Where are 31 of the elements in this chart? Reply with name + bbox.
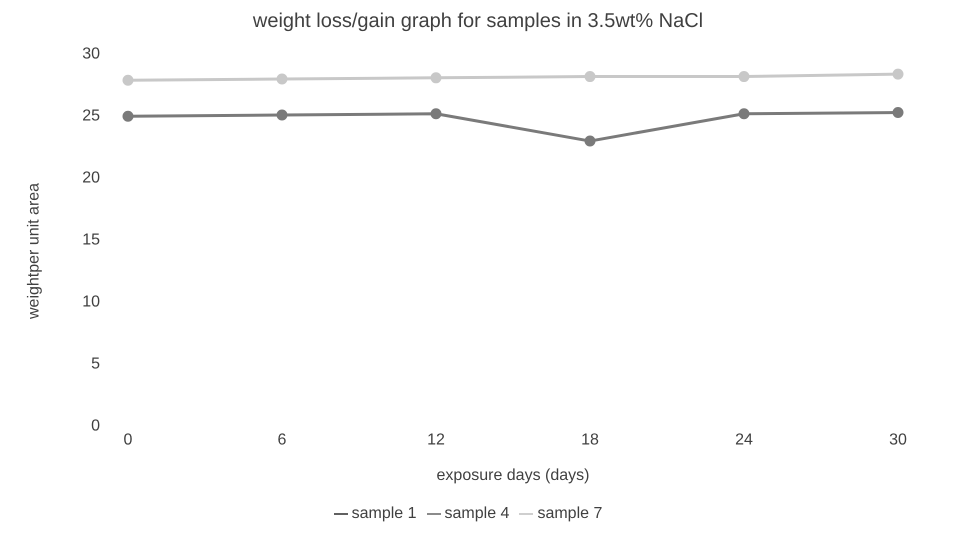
y-tick-label: 0 [91,418,100,435]
x-tick-label: 18 [581,431,599,448]
point [584,136,596,147]
point [892,68,904,80]
y-tick-label: 20 [82,170,100,187]
point [584,71,596,82]
point [430,108,442,120]
y-tick-label: 25 [82,108,100,125]
point [276,110,288,120]
x-tick-label: 6 [278,431,287,448]
point [738,108,750,120]
x-tick-label: 30 [889,431,907,448]
legend-label: sample 7 [537,505,602,522]
x-tick-label: 0 [124,431,133,448]
y-tick-label: 5 [91,356,100,373]
legend-label: sample 1 [352,505,417,522]
legend-label: sample 4 [444,505,510,522]
point [892,107,904,118]
y-tick-label: 30 [82,46,100,63]
y-tick-label: 15 [82,232,100,249]
y-axis-title: weightper unit area [26,182,43,320]
chart-title: weight loss/gain graph for samples in 3.5wt% NaCl [252,10,704,33]
x-axis-title: exposure days (days) [436,467,590,484]
y-tick-label: 10 [82,294,100,311]
x-tick-label: 24 [735,431,753,448]
point [122,110,134,122]
point [122,74,134,86]
point [738,71,750,82]
point [276,74,288,85]
x-tick-label: 12 [427,431,445,448]
point [430,72,442,84]
